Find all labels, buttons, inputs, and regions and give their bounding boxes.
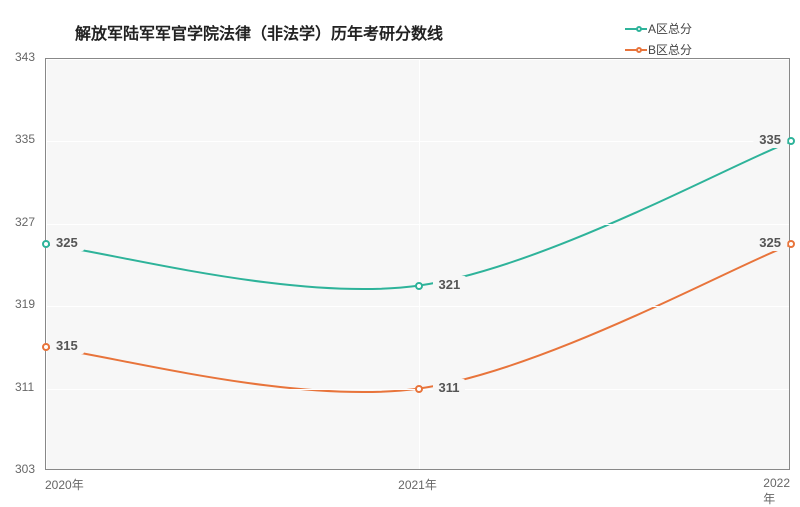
plot-area: 325 321 335 315 311 325: [45, 58, 790, 470]
data-label: 321: [433, 276, 467, 293]
y-axis-label: 327: [15, 215, 35, 229]
legend-item: B区总分: [625, 41, 692, 58]
data-point: [787, 240, 795, 248]
data-label: 311: [433, 379, 466, 396]
gridline-h: [46, 471, 789, 472]
score-line-chart: 解放军陆军军官学院法律（非法学）历年考研分数线 A区总分B区总分 3253213…: [0, 0, 800, 500]
y-axis-label: 319: [15, 297, 35, 311]
data-label: 325: [50, 234, 84, 251]
y-axis-label: 303: [15, 462, 35, 476]
y-axis-label: 335: [15, 132, 35, 146]
data-point: [415, 282, 423, 290]
x-axis-label: 2022年: [763, 476, 790, 507]
line-layer: [46, 59, 789, 469]
chart-title: 解放军陆军军官学院法律（非法学）历年考研分数线: [75, 20, 443, 44]
gridline-h: [46, 224, 789, 225]
legend-label: A区总分: [648, 20, 692, 37]
legend-item: A区总分: [625, 20, 692, 37]
data-label: 315: [50, 337, 84, 354]
legend-label: B区总分: [648, 41, 692, 58]
gridline-h: [46, 141, 789, 142]
data-label: 325: [753, 234, 787, 251]
gridline-h: [46, 59, 789, 60]
x-axis-label: 2020年: [45, 476, 84, 493]
gridline-v: [419, 59, 420, 469]
data-point: [42, 343, 50, 351]
legend: A区总分 B区总分: [625, 20, 692, 62]
gridline-h: [46, 306, 789, 307]
y-axis-label: 343: [15, 50, 35, 64]
data-point: [42, 240, 50, 248]
x-axis-label: 2021年: [398, 476, 437, 493]
data-point: [415, 385, 423, 393]
y-axis-label: 311: [15, 380, 34, 394]
gridline-v: [791, 59, 792, 469]
data-label: 335: [753, 131, 787, 148]
data-point: [787, 137, 795, 145]
gridline-v: [46, 59, 47, 469]
